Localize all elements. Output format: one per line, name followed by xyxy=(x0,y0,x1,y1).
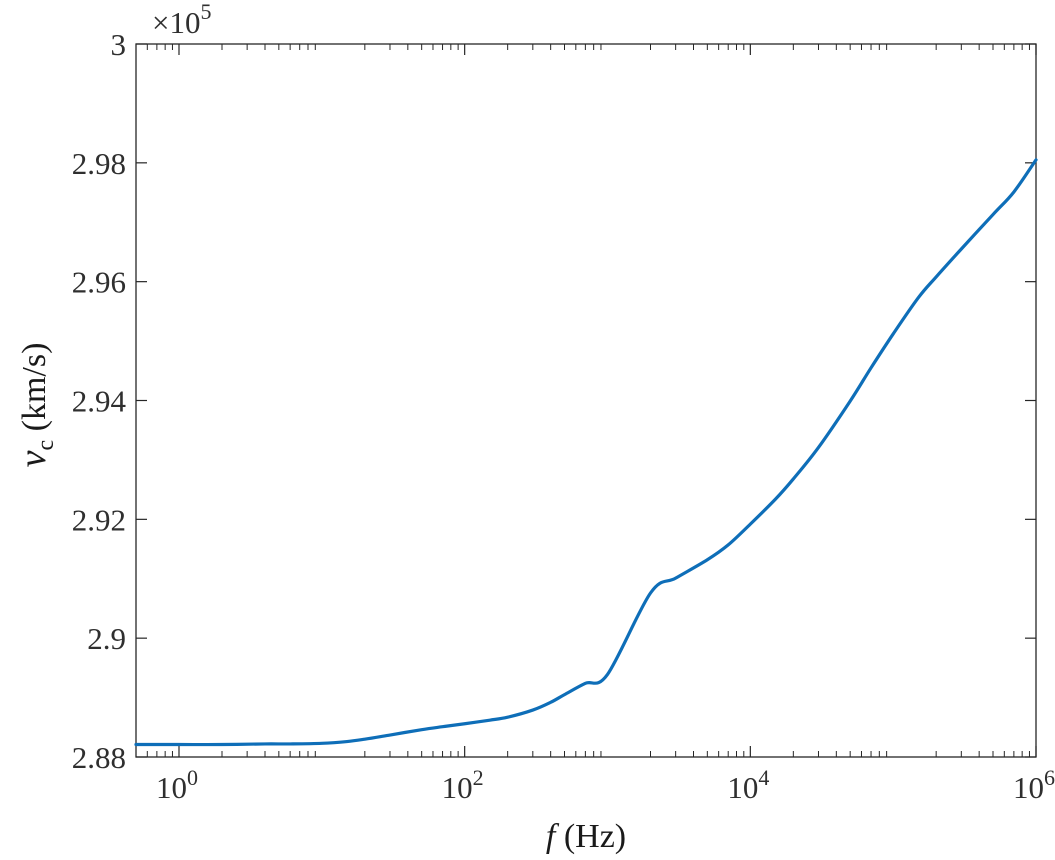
axes-frame xyxy=(135,43,1037,758)
y-tick-label: 2.9 xyxy=(87,621,126,656)
y-axis-multiplier: ×105 xyxy=(152,0,211,40)
series-layer xyxy=(134,158,1038,747)
y-axis-label: vc (km/s) xyxy=(12,343,59,468)
axis-labels: 100 102 104 106 2.88 2.9 2.92 2.94 2.96 2.98 3 ×105… xyxy=(12,0,1055,855)
x-tick-label: 104 xyxy=(727,765,769,805)
x-tick-label: 100 xyxy=(156,765,198,805)
y-tick-label: 2.88 xyxy=(72,740,126,775)
x-axis-label: f (Hz) xyxy=(546,818,626,855)
y-tick-label: 2.96 xyxy=(72,265,126,300)
y-tick-label: 2.98 xyxy=(72,146,126,181)
x-tick-label: 106 xyxy=(1013,765,1055,805)
series-line-0 xyxy=(134,158,1038,747)
y-tick-label: 2.92 xyxy=(72,502,126,537)
x-tick-label: 102 xyxy=(442,765,484,805)
y-tick-label: 3 xyxy=(111,27,127,62)
plot-area xyxy=(135,43,1037,758)
y-tick-label: 2.94 xyxy=(72,384,127,419)
